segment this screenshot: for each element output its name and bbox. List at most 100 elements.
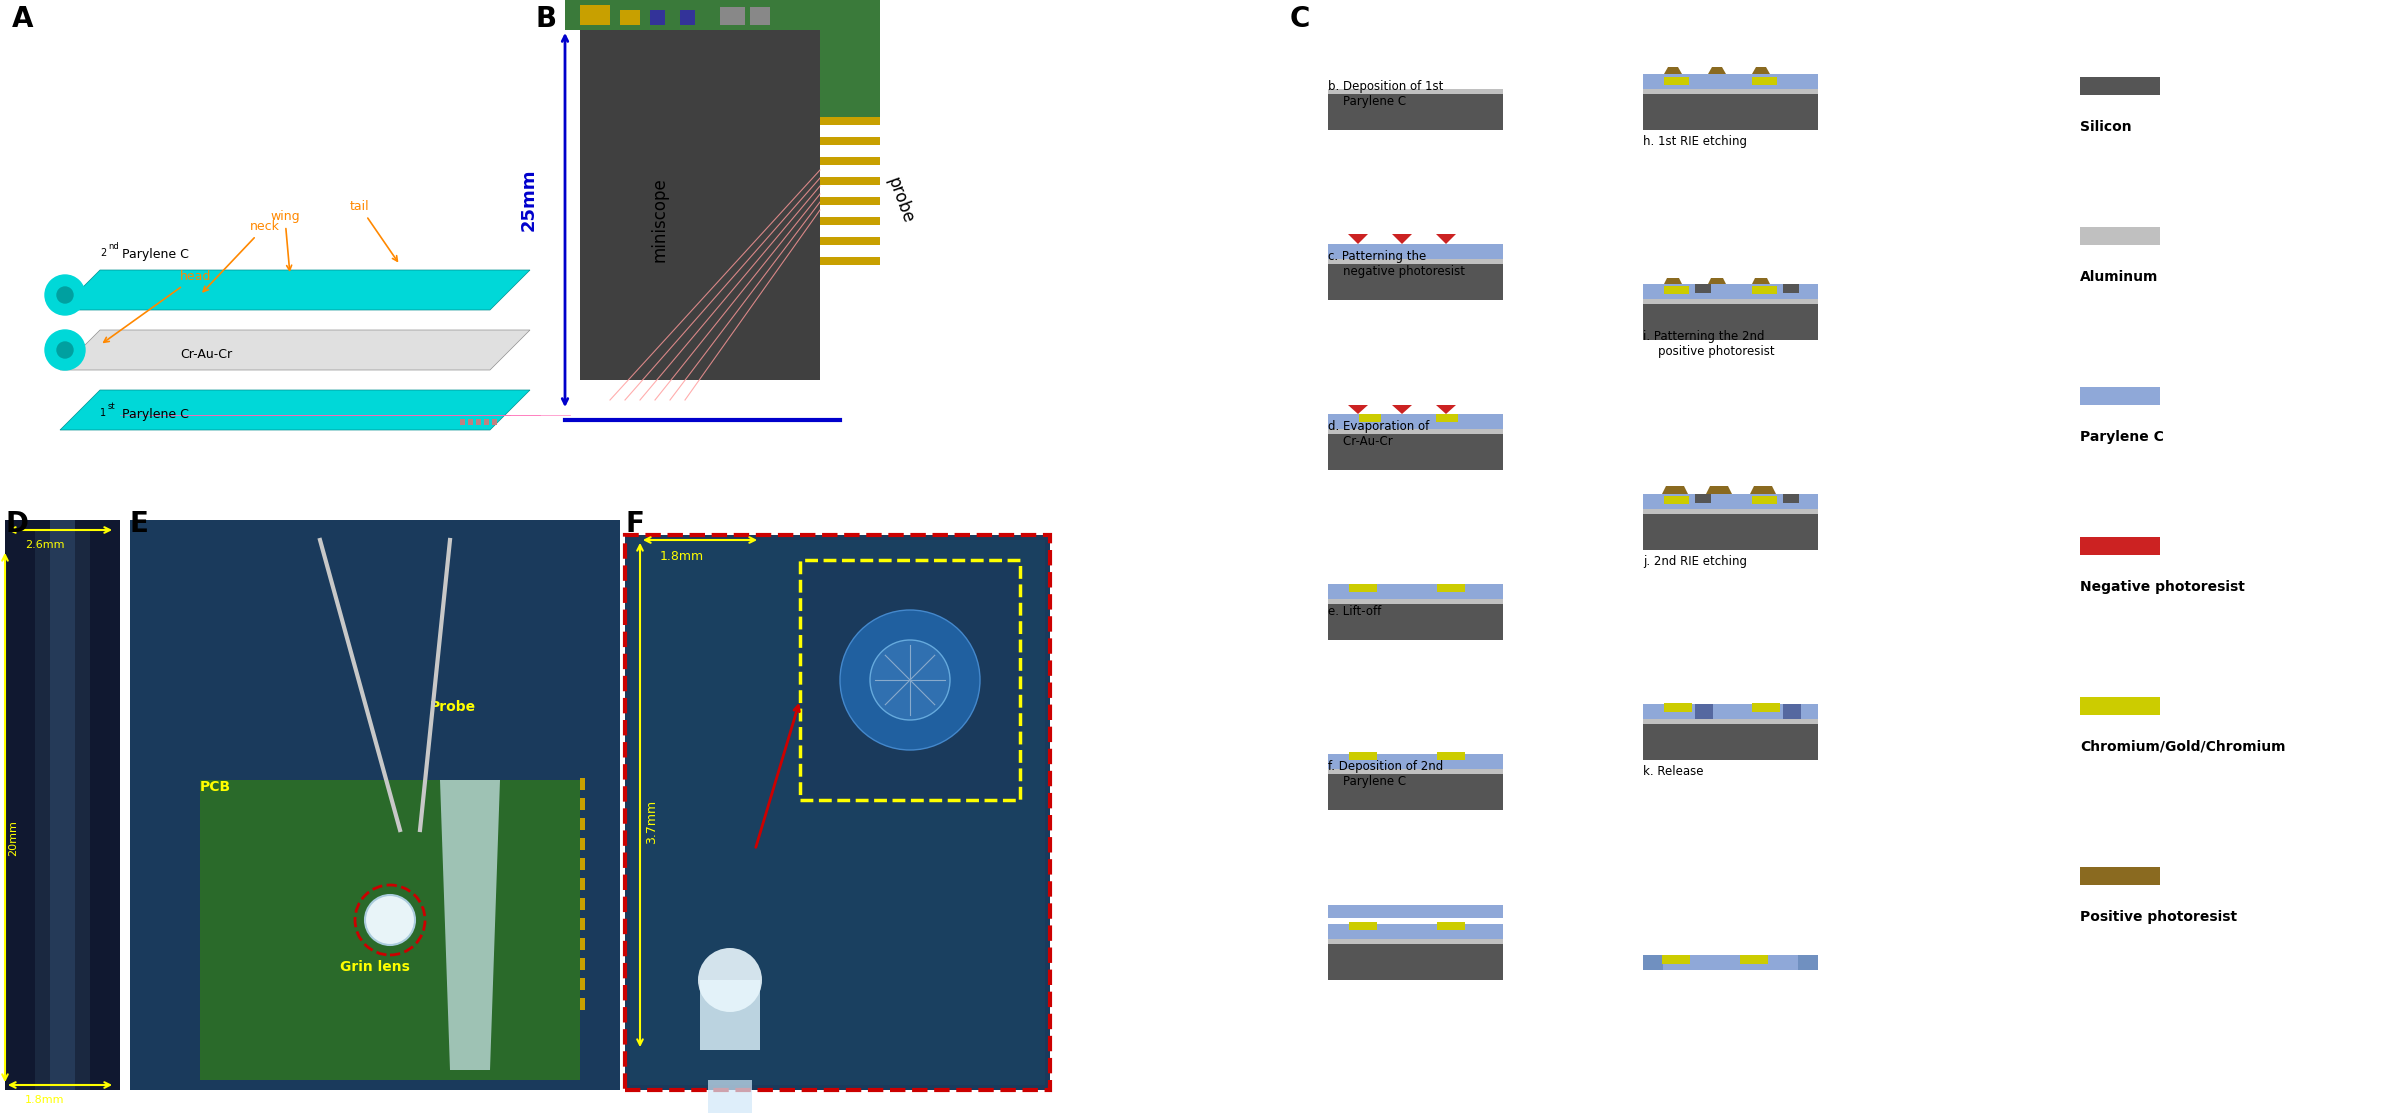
Polygon shape: [1436, 405, 1456, 414]
Bar: [1752, 286, 1778, 294]
Text: Aluminum: Aluminum: [2081, 270, 2158, 284]
Text: h. 1st RIE etching: h. 1st RIE etching: [1643, 135, 1747, 148]
Bar: [1643, 509, 1819, 514]
Bar: [130, 520, 621, 1090]
Bar: [469, 418, 474, 425]
Bar: [1643, 304, 1819, 339]
Bar: [1350, 922, 1376, 930]
Bar: [580, 938, 585, 951]
Polygon shape: [1749, 486, 1776, 494]
Bar: [751, 7, 770, 24]
Bar: [630, 540, 1044, 1085]
Bar: [1328, 414, 1504, 429]
Bar: [1328, 604, 1504, 640]
Bar: [1665, 496, 1689, 504]
Bar: [1643, 955, 1819, 971]
Bar: [1694, 705, 1713, 719]
Text: neck: neck: [202, 220, 279, 292]
Bar: [1643, 719, 1819, 723]
Bar: [1643, 299, 1819, 304]
FancyBboxPatch shape: [626, 535, 1049, 1090]
Text: 2.6mm: 2.6mm: [24, 540, 65, 550]
Text: Probe: Probe: [431, 700, 476, 715]
Text: F: F: [626, 510, 645, 538]
Text: i. Patterning the 2nd
    positive photoresist: i. Patterning the 2nd positive photoresi…: [1643, 329, 1776, 358]
Bar: [2081, 227, 2161, 245]
Bar: [681, 10, 695, 24]
Bar: [1643, 284, 1819, 299]
Polygon shape: [440, 780, 500, 1070]
Bar: [1665, 77, 1689, 85]
Text: B: B: [534, 4, 556, 33]
Text: 1: 1: [101, 408, 106, 418]
Circle shape: [46, 329, 84, 370]
Bar: [1328, 769, 1504, 774]
Bar: [1752, 77, 1778, 85]
Bar: [1328, 244, 1504, 259]
Bar: [565, 0, 835, 30]
Bar: [580, 4, 611, 24]
Bar: [0, 0, 529, 533]
Bar: [1665, 703, 1691, 712]
Polygon shape: [700, 981, 760, 1050]
Bar: [1643, 514, 1819, 550]
Bar: [820, 197, 881, 205]
Bar: [580, 20, 820, 380]
Bar: [460, 418, 464, 425]
Bar: [1436, 414, 1458, 422]
Bar: [1328, 259, 1504, 264]
Circle shape: [58, 287, 72, 303]
Bar: [820, 117, 881, 125]
Bar: [707, 1080, 753, 1113]
Bar: [1328, 754, 1504, 769]
Polygon shape: [1752, 67, 1771, 73]
Text: 2: 2: [101, 248, 106, 258]
Bar: [484, 418, 488, 425]
Bar: [580, 978, 585, 989]
Bar: [1436, 922, 1465, 930]
Bar: [1797, 955, 1819, 971]
Bar: [1328, 774, 1504, 810]
Bar: [580, 778, 585, 790]
Text: Parylene C: Parylene C: [118, 248, 190, 262]
Text: 25mm: 25mm: [520, 169, 539, 232]
Text: Negative photoresist: Negative photoresist: [2081, 580, 2245, 594]
Text: d. Evaporation of
    Cr-Au-Cr: d. Evaporation of Cr-Au-Cr: [1328, 420, 1429, 449]
Text: 20mm: 20mm: [7, 820, 17, 856]
Bar: [1643, 494, 1819, 509]
Polygon shape: [60, 390, 529, 430]
Text: Grin lens: Grin lens: [339, 961, 409, 974]
Polygon shape: [1393, 405, 1412, 414]
Bar: [580, 838, 585, 850]
Bar: [1328, 434, 1504, 470]
Text: k. Release: k. Release: [1643, 765, 1703, 778]
Bar: [580, 918, 585, 930]
Bar: [820, 137, 881, 145]
Bar: [820, 177, 881, 185]
Bar: [2081, 536, 2161, 555]
Text: E: E: [130, 510, 149, 538]
Bar: [1328, 584, 1504, 599]
Text: head: head: [103, 270, 212, 343]
Polygon shape: [1706, 486, 1732, 494]
Text: 1.8mm: 1.8mm: [24, 1095, 65, 1105]
Text: e. Lift-off: e. Lift-off: [1328, 605, 1381, 618]
Bar: [580, 958, 585, 971]
Bar: [2081, 867, 2161, 885]
Bar: [1350, 584, 1376, 592]
Text: f. Deposition of 2nd
    Parylene C: f. Deposition of 2nd Parylene C: [1328, 760, 1444, 788]
Text: st: st: [108, 402, 115, 411]
Bar: [1328, 89, 1504, 93]
Bar: [1740, 955, 1768, 964]
Circle shape: [58, 342, 72, 358]
Bar: [650, 10, 664, 24]
Bar: [476, 418, 481, 425]
Circle shape: [46, 275, 84, 315]
Bar: [51, 520, 75, 1090]
Polygon shape: [60, 329, 529, 370]
Bar: [1328, 905, 1504, 918]
Bar: [580, 998, 585, 1009]
Polygon shape: [1665, 278, 1682, 284]
Bar: [1350, 752, 1376, 760]
Polygon shape: [1436, 234, 1456, 244]
